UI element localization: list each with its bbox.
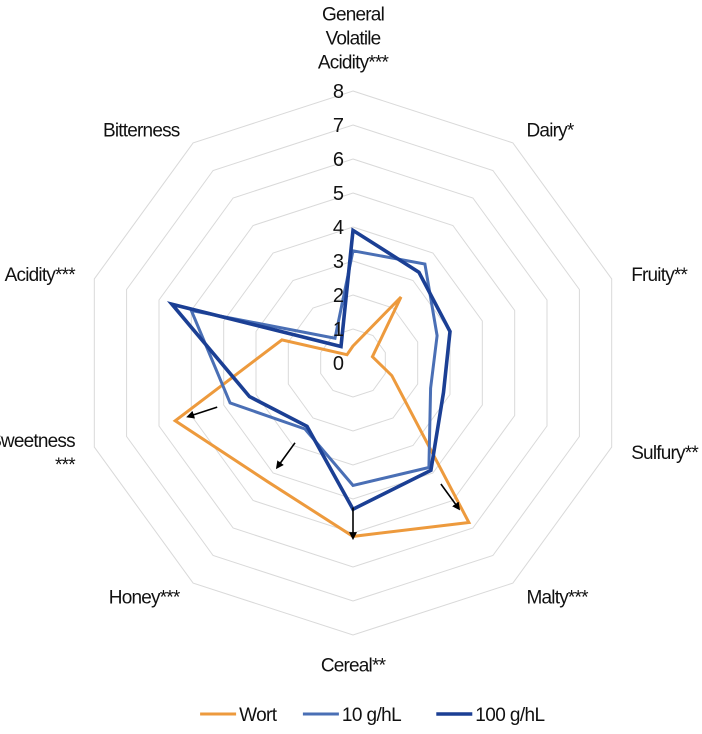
legend-item-wort: Wort — [200, 705, 278, 726]
tick-label-5: 5 — [333, 183, 344, 205]
legend: Wort 10 g/hL 100 g/hL — [200, 705, 545, 726]
category-label-sulfury: Sulfury** — [631, 443, 699, 464]
category-label-malty: Malty*** — [527, 587, 590, 608]
category-label-general-volatile-acidity: General Volatile Acidity*** — [318, 5, 390, 74]
legend-label-10-g-hl: 10 g/hL — [342, 705, 401, 726]
legend-label-wort: Wort — [239, 705, 278, 726]
grid-ring-7 — [126, 124, 580, 602]
arrow-sweetness — [186, 406, 218, 419]
arrow-honey — [275, 442, 296, 470]
grid-layer — [93, 90, 613, 636]
tick-label-1: 1 — [333, 319, 344, 341]
tick-label-4: 4 — [333, 217, 344, 239]
tick-label-2: 2 — [333, 285, 344, 307]
radial-tick-labels: 0 1 2 3 4 5 6 7 8 — [333, 81, 344, 375]
tick-label-6: 6 — [333, 149, 344, 171]
series-line-10-g-hl — [188, 249, 439, 488]
category-label-cereal: Cereal** — [321, 655, 387, 676]
category-label-bitterness: Bitterness — [103, 121, 180, 142]
legend-item-100-g-hl: 100 g/hL — [436, 705, 545, 726]
legend-item-10-g-hl: 10 g/hL — [302, 705, 402, 726]
category-label-dairy: Dairy* — [527, 121, 575, 142]
category-label-sweetness: Sweetness*** — [0, 431, 76, 476]
tick-label-0: 0 — [333, 353, 344, 375]
category-labels: General Volatile Acidity*** Dairy* Fruity** S… — [0, 5, 700, 677]
legend-label-100-g-hl: 100 g/hL — [475, 705, 544, 726]
series-line-100-g-hl — [166, 227, 452, 512]
category-label-acidity: Acidity*** — [5, 265, 77, 286]
grid-ring-6 — [158, 158, 548, 568]
category-label-honey: Honey*** — [109, 587, 181, 608]
grid-ring-8 — [93, 90, 613, 636]
grid-ring-4 — [223, 226, 483, 500]
grid-ring-3 — [255, 260, 451, 466]
series-line-wort — [172, 295, 472, 538]
tick-label-8: 8 — [333, 81, 344, 103]
grid-ring-1 — [320, 328, 386, 398]
category-label-fruity: Fruity** — [631, 265, 688, 286]
tick-label-7: 7 — [333, 115, 344, 137]
arrow-annotations — [186, 406, 461, 541]
arrow-malty — [440, 483, 461, 511]
tick-label-3: 3 — [333, 251, 344, 273]
grid-ring-2 — [287, 294, 419, 432]
